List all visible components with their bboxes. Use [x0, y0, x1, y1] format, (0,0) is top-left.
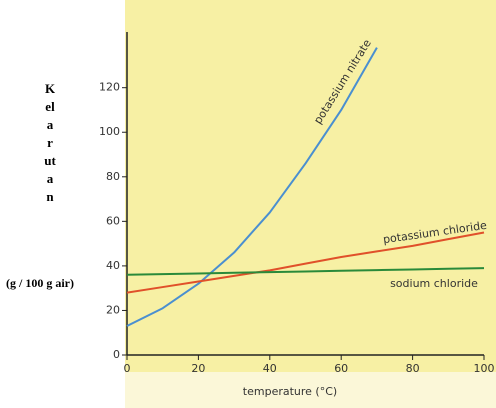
x-tick-label: 100: [474, 362, 495, 375]
series-line: [126, 231, 485, 294]
y-tick-label: 80: [106, 170, 120, 183]
y-tick-label: 60: [106, 214, 120, 227]
x-axis-label: temperature (°C): [243, 385, 337, 398]
x-tick-label: 80: [406, 362, 420, 375]
y-axis-label: Kelarutan: [44, 81, 56, 204]
x-tick-label: 40: [263, 362, 277, 375]
y-tick-label: 100: [99, 125, 120, 138]
x-tick-label: 20: [191, 362, 205, 375]
lower-background: [125, 372, 496, 408]
series-line: [126, 267, 485, 276]
y-tick-label: 20: [106, 303, 120, 316]
series-label: sodium chloride: [390, 277, 478, 290]
y-tick-label: 0: [113, 348, 120, 361]
x-tick-label: 60: [334, 362, 348, 375]
series-line: [126, 47, 378, 327]
y-axis-unit: (g / 100 g air): [6, 276, 74, 290]
y-tick-label: 40: [106, 259, 120, 272]
plot-background: [125, 0, 496, 372]
x-tick-label: 0: [124, 362, 131, 375]
y-tick-label: 120: [99, 81, 120, 94]
